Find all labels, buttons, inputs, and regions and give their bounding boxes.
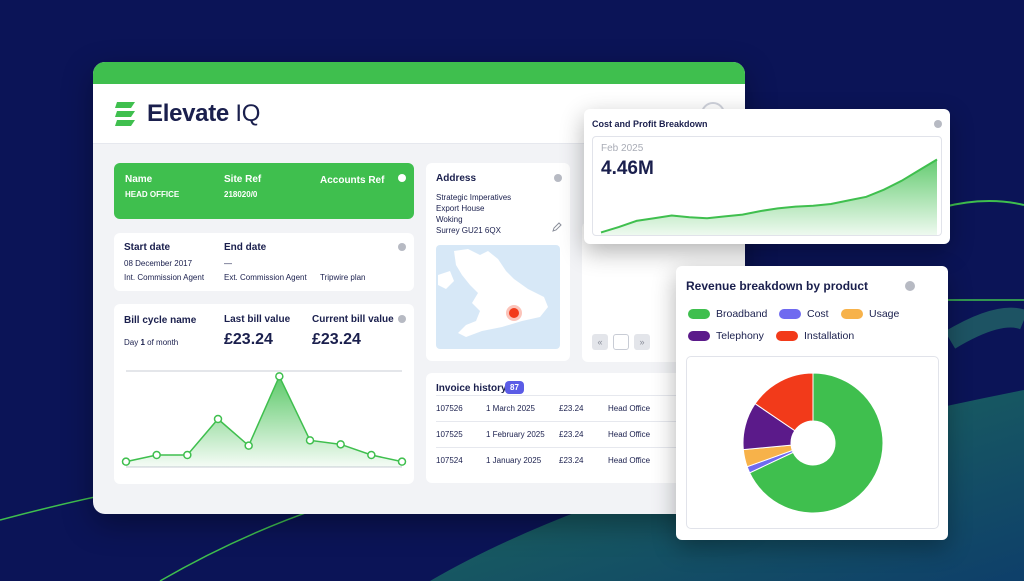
role-int-commission: Int. Commission Agent (124, 273, 205, 282)
card-menu-icon[interactable] (398, 315, 406, 323)
bill-series-line (125, 374, 403, 463)
address-line-1: Strategic Imperatives (436, 193, 512, 202)
uk-map-shape (438, 249, 548, 337)
cost-profit-panel: Cost and Profit Breakdown Feb 2025 4.46M (584, 109, 950, 244)
invoice-site: Head Office (608, 456, 651, 465)
cost-profit-area-chart (600, 158, 938, 235)
bill-history-chart (121, 370, 407, 468)
bill-data-point (397, 457, 407, 466)
invoice-id: 107525 (436, 430, 463, 439)
legend-usage[interactable]: Usage (841, 308, 899, 320)
pager-prev-button[interactable]: « (592, 334, 608, 350)
last-bill-value: £23.24 (224, 331, 273, 348)
bill-summary-card: Bill cycle name Day 1 of month Last bill… (114, 304, 414, 484)
brand-name: Elevate IQ (147, 100, 261, 127)
pager-next-button[interactable]: » (634, 334, 650, 350)
brand-logo[interactable]: Elevate IQ (113, 99, 260, 129)
legend-telephony[interactable]: Telephony (688, 330, 764, 342)
role-tripwire: Tripwire plan (320, 273, 366, 282)
table-row[interactable]: 107525 1 February 2025 £23.24 Head Offic… (436, 421, 736, 447)
card-menu-icon[interactable] (554, 174, 562, 182)
elevate-logo-icon (115, 102, 135, 126)
revenue-breakdown-panel: Revenue breakdown by product Broadband C… (676, 266, 948, 540)
bill-data-point (152, 450, 161, 460)
table-row[interactable]: 107524 1 January 2025 £23.24 Head Office (436, 447, 736, 473)
role-ext-commission: Ext. Commission Agent (224, 273, 307, 282)
bill-data-point (183, 450, 192, 460)
panel-menu-icon[interactable] (905, 281, 915, 291)
legend-swatch (776, 331, 798, 341)
address-line-3: Woking (436, 215, 463, 224)
chart-kpi-value: 4.46M (601, 158, 654, 179)
location-pin-icon (506, 305, 522, 321)
invoice-id: 107526 (436, 404, 463, 413)
revenue-title: Revenue breakdown by product (686, 279, 869, 293)
site-ref-value: 218020/0 (224, 190, 258, 199)
bill-data-point (121, 457, 131, 466)
invoice-history-label: Invoice history (436, 383, 507, 394)
invoice-site: Head Office (608, 404, 651, 413)
legend-swatch (688, 331, 710, 341)
invoice-site: Head Office (608, 430, 651, 439)
cost-profit-chart-box: Feb 2025 4.46M (592, 136, 942, 236)
window-title-bar (93, 62, 745, 84)
pager-page-button[interactable] (613, 334, 629, 350)
invoice-date: 1 February 2025 (486, 430, 545, 439)
current-bill-label: Current bill value (312, 314, 394, 325)
site-ref-label: Site Ref (224, 174, 262, 185)
address-line-4: Surrey GU21 6QX (436, 226, 501, 235)
last-bill-label: Last bill value (224, 314, 291, 325)
legend-cost[interactable]: Cost (779, 308, 829, 320)
bill-cycle-value: Day 1 of month (124, 338, 179, 347)
cost-series-line (600, 158, 938, 234)
table-row[interactable]: 107526 1 March 2025 £23.24 Head Office (436, 395, 736, 421)
bill-data-point (275, 372, 284, 381)
cost-profit-title: Cost and Profit Breakdown (592, 119, 708, 129)
start-date-value: 08 December 2017 (124, 259, 193, 268)
revenue-pie-box (686, 356, 939, 529)
name-label: Name (125, 174, 153, 185)
bill-data-point (305, 436, 315, 445)
address-card: Address Strategic Imperatives Export Hou… (426, 163, 570, 361)
legend-broadband[interactable]: Broadband (688, 308, 767, 320)
invoice-date: 1 January 2025 (486, 456, 542, 465)
invoice-amount: £23.24 (559, 404, 584, 413)
address-label: Address (436, 173, 477, 184)
legend-swatch (688, 309, 710, 319)
pie-slice-broadband (748, 372, 884, 514)
end-date-value: — (224, 259, 232, 268)
bill-data-point (367, 450, 376, 460)
invoice-count-badge: 87 (505, 381, 524, 394)
bill-cycle-label: Bill cycle name (124, 315, 197, 326)
panel-menu-icon[interactable] (934, 120, 942, 128)
invoice-date: 1 March 2025 (486, 404, 535, 413)
cost-series-area (601, 159, 937, 235)
address-line-2: Export House (436, 204, 485, 213)
card-menu-icon[interactable] (398, 243, 406, 251)
bill-data-point (213, 414, 223, 424)
current-bill-value: £23.24 (312, 331, 361, 348)
edit-pencil-icon[interactable] (552, 222, 562, 232)
bill-data-point (244, 441, 253, 450)
location-map[interactable] (436, 245, 560, 349)
legend-installation[interactable]: Installation (776, 330, 854, 342)
bill-series-area (126, 376, 402, 467)
invoice-id: 107524 (436, 456, 463, 465)
account-summary-card: Name HEAD OFFICE Site Ref 218020/0 Accou… (114, 163, 414, 219)
bill-data-point (336, 440, 345, 449)
revenue-donut-chart (742, 372, 884, 514)
legend-swatch (779, 309, 801, 319)
pie-slice-installation (754, 372, 814, 432)
end-date-label: End date (224, 242, 267, 253)
chart-month: Feb 2025 (601, 143, 644, 154)
card-menu-icon[interactable] (398, 174, 406, 182)
invoice-amount: £23.24 (559, 430, 584, 439)
contract-dates-card: Start date 08 December 2017 End date — I… (114, 233, 414, 291)
name-value: HEAD OFFICE (125, 190, 180, 199)
accounts-ref-label: Accounts Ref (320, 175, 385, 186)
legend-swatch (841, 309, 863, 319)
invoice-amount: £23.24 (559, 456, 584, 465)
start-date-label: Start date (124, 242, 171, 253)
